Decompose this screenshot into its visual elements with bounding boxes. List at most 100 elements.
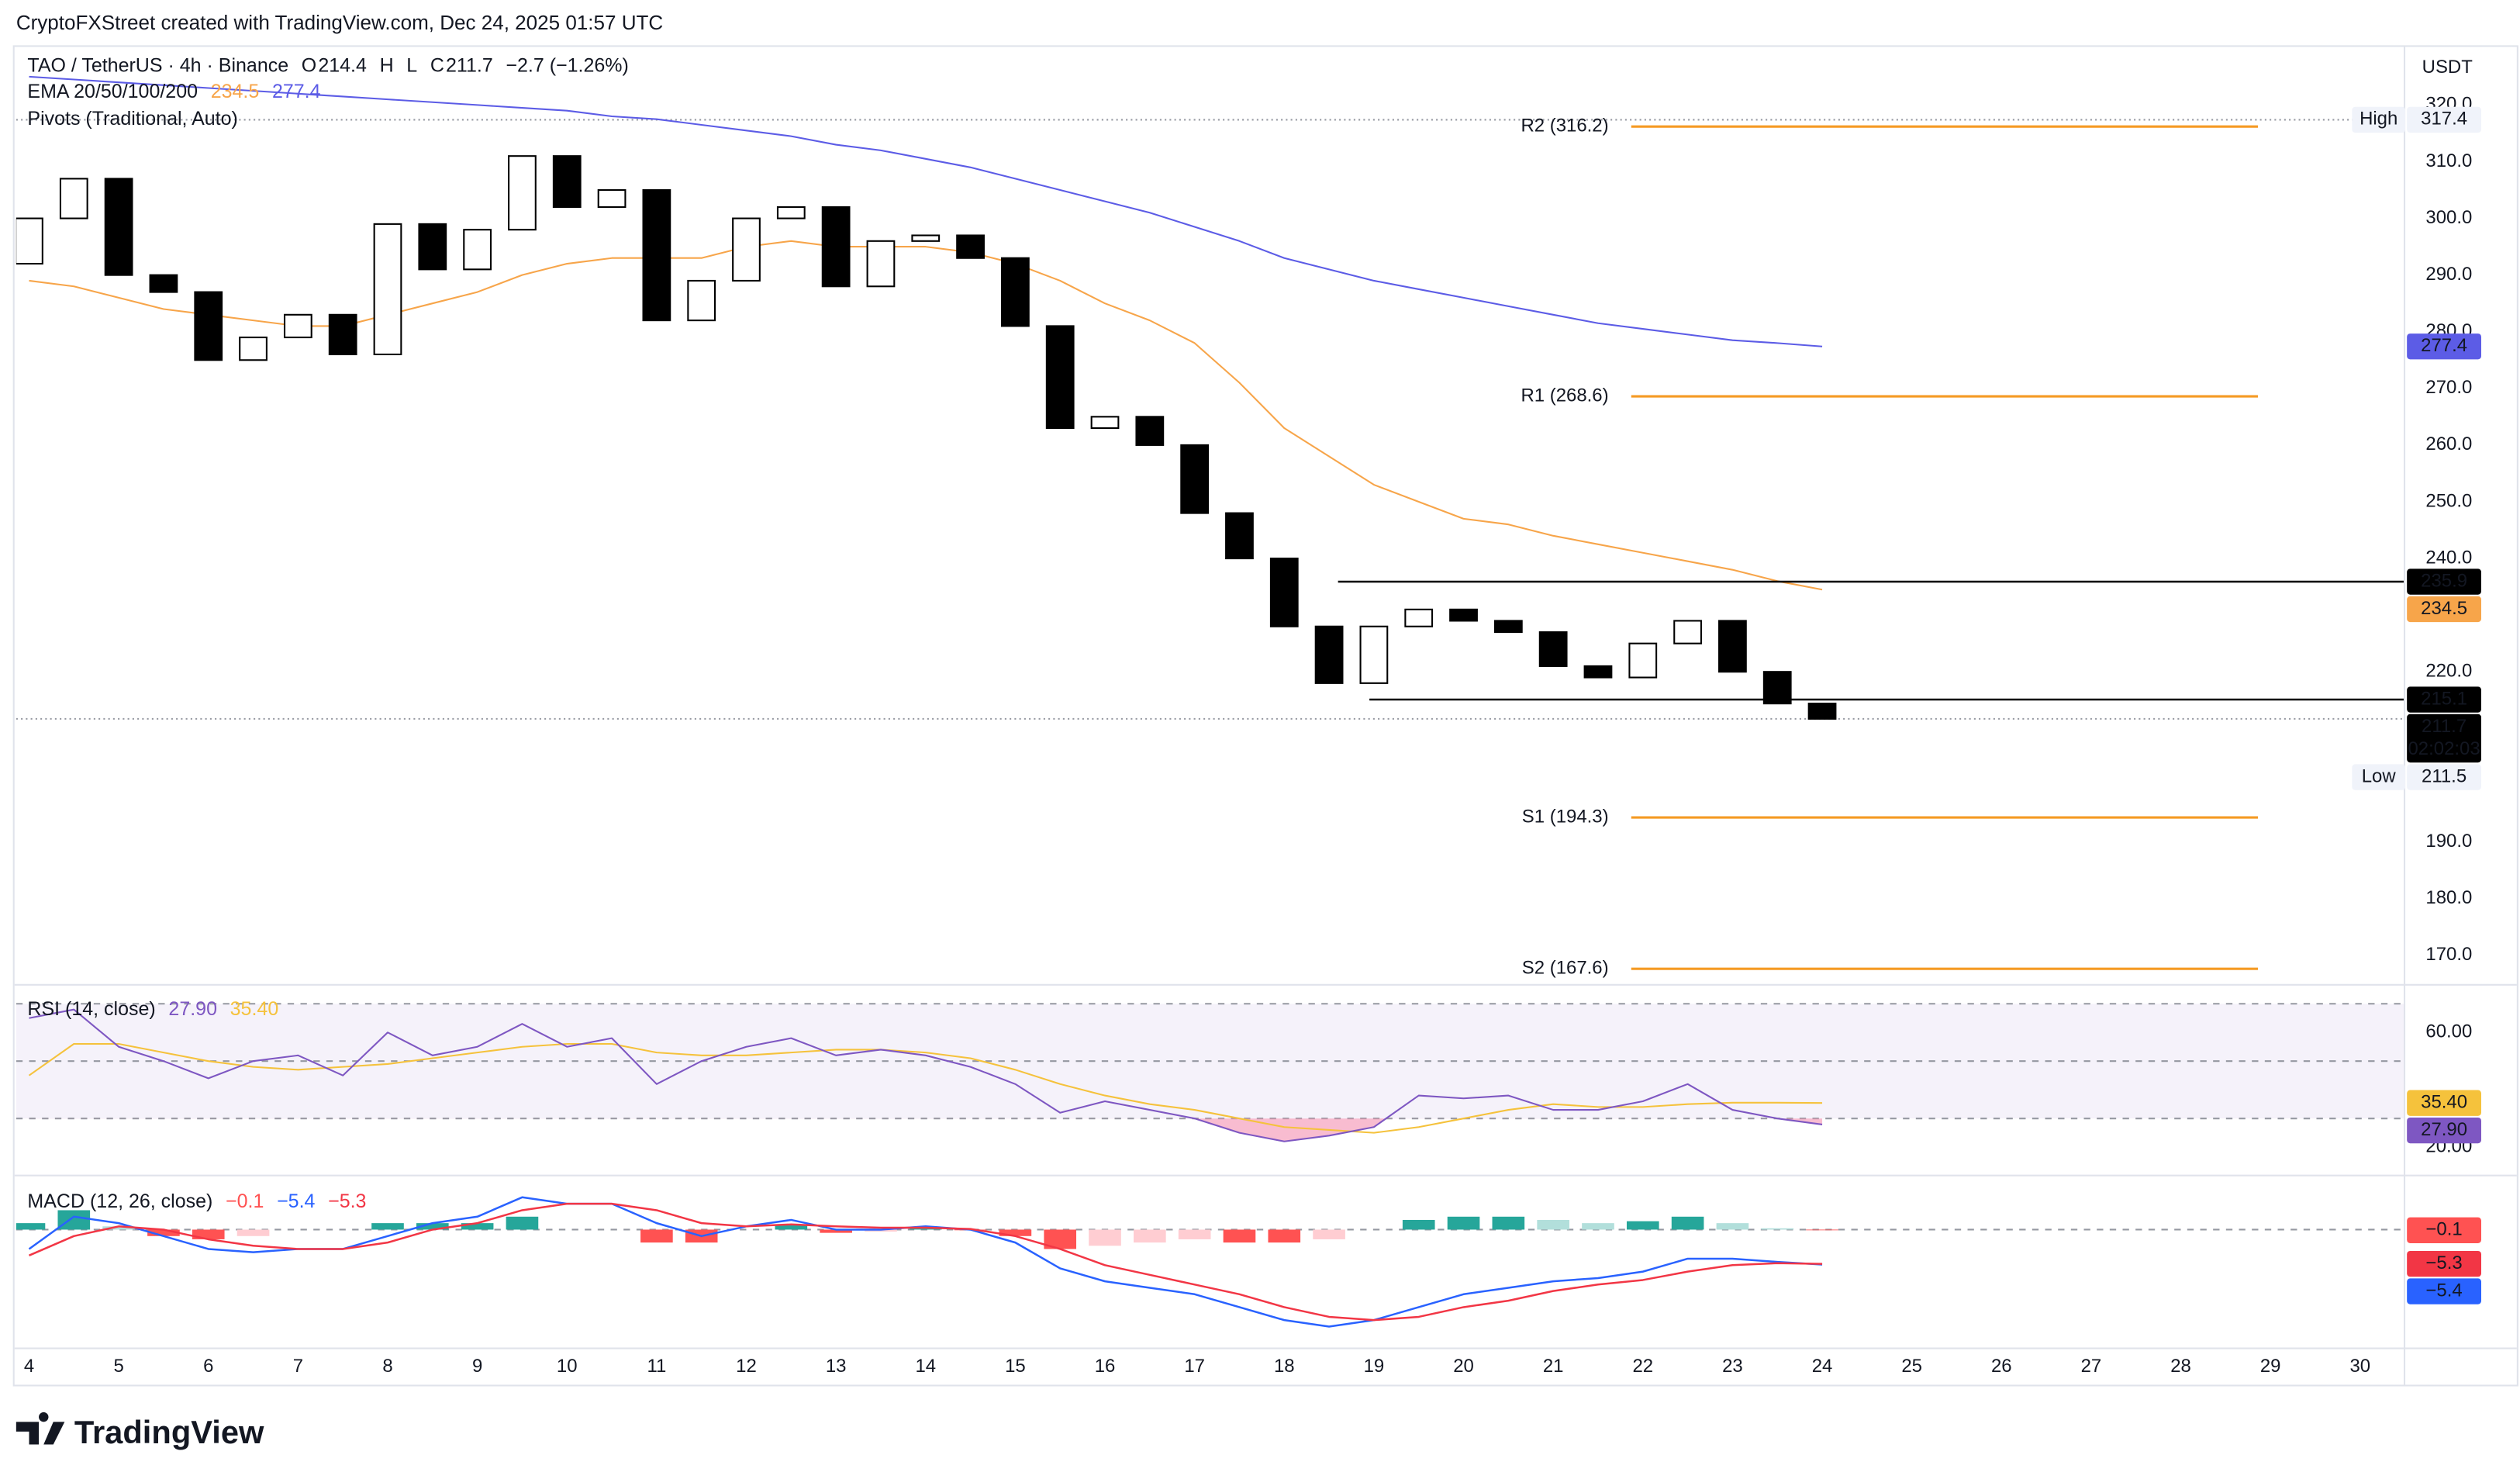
candle-body — [911, 234, 941, 242]
price-tag — [2407, 1117, 2481, 1144]
pivot-label: R2 (316.2) — [1521, 116, 1608, 136]
y-tick-label: 260.0 — [2425, 434, 2472, 454]
x-tick-label: 7 — [293, 1356, 303, 1377]
oversold-fill — [1194, 1118, 1823, 1142]
indicator-value: −5.4 — [277, 1190, 315, 1212]
candle-body — [1269, 558, 1299, 627]
candle-body — [1628, 642, 1658, 679]
price-tag-side — [2352, 764, 2406, 790]
price-tag-side — [2352, 106, 2406, 133]
macd-histogram-bar — [775, 1225, 808, 1230]
price-tag-label: −0.1 — [2425, 1219, 2462, 1240]
x-tick-label: 9 — [472, 1356, 482, 1377]
macd-line — [28, 1202, 1823, 1322]
candle-body — [463, 229, 492, 271]
candle-body — [1718, 620, 1747, 673]
legend: TAO / TetherUS · 4h · Binance O 214.4 H L C 21… — [27, 54, 628, 76]
macd-histogram-bar — [820, 1229, 852, 1233]
macd-histogram-bar — [371, 1223, 404, 1230]
indicator-value: 35.40 — [230, 998, 279, 1020]
ohlc-letter: O — [302, 54, 316, 76]
macd-histogram-bar — [1806, 1229, 1838, 1231]
price-tag — [2407, 1090, 2481, 1116]
candle-body — [1001, 257, 1030, 327]
indicator-value: −0.1 — [226, 1190, 264, 1212]
macd-histogram-bar — [416, 1223, 449, 1230]
pivot-label: S1 (194.3) — [1522, 806, 1609, 827]
pivot-label: S2 (167.6) — [1522, 957, 1609, 978]
candle-body — [16, 217, 43, 265]
indicator-value: 234.5 — [211, 80, 260, 102]
oversold-group — [1194, 1118, 1823, 1142]
candle-body — [194, 291, 223, 361]
x-tick-label: 12 — [736, 1356, 757, 1377]
macd-histogram-bar — [1402, 1219, 1435, 1230]
rsi-line — [28, 1042, 1823, 1134]
price-tag-label: 215.1 — [2421, 688, 2467, 709]
macd-histogram-bar — [57, 1210, 91, 1230]
macd-histogram-bar — [147, 1229, 180, 1236]
candle-body — [1583, 665, 1613, 679]
price-tag-label: 27.90 — [2421, 1119, 2467, 1140]
macd-histogram-bar — [1178, 1229, 1211, 1239]
y-tick-label: 310.0 — [2425, 150, 2472, 171]
price-tag — [2407, 333, 2481, 360]
rsi-line — [29, 1008, 1823, 1142]
price-tag — [2407, 596, 2481, 623]
candle-body — [866, 240, 896, 288]
candle-body — [104, 178, 133, 276]
candle-body — [149, 274, 178, 293]
macd-histogram-bar — [1761, 1228, 1794, 1230]
macd-histogram-bar — [1716, 1223, 1749, 1230]
ohlc-letter: L — [406, 54, 417, 76]
macd-histogram-bar — [506, 1216, 539, 1230]
price-tag-label: 317.4 — [2421, 109, 2467, 130]
price-tag-side-label: High — [2359, 109, 2397, 130]
pivot-label: R1 (268.6) — [1521, 385, 1608, 406]
y-tick-label: 270.0 — [2425, 377, 2472, 398]
x-tick-label: 10 — [557, 1356, 578, 1377]
x-tick-label: 14 — [915, 1356, 936, 1377]
price-tag-label: 235.9 — [2421, 570, 2467, 591]
indicator-value: 27.90 — [168, 998, 217, 1020]
price-tag — [2407, 1217, 2481, 1243]
macd-histogram-bar — [1582, 1223, 1614, 1230]
legend: MACD (12, 26, close) −0.1 −5.4 −5.3 — [27, 1190, 366, 1212]
candle-body — [1225, 512, 1254, 560]
price-tag-label: 35.40 — [2421, 1092, 2467, 1113]
candle-body — [1180, 444, 1210, 514]
candle-body — [956, 234, 985, 259]
candle-body — [1135, 416, 1165, 446]
ema-line — [29, 75, 1823, 347]
price-tag — [2407, 106, 2481, 133]
y-tick-label: 170.0 — [2425, 944, 2472, 965]
price-tag-label: 277.4 — [2421, 335, 2467, 356]
candle-body — [776, 206, 806, 219]
x-tick-label: 22 — [1632, 1356, 1653, 1377]
candle-body — [1314, 625, 1344, 684]
y-tick-label: 250.0 — [2425, 490, 2472, 511]
y-tick-label: 220.0 — [2425, 661, 2472, 682]
candle-body — [732, 217, 761, 282]
macd-histogram-bar — [1626, 1221, 1659, 1230]
pane — [16, 1196, 2404, 1328]
y-tick-label: 60.00 — [2425, 1021, 2472, 1042]
x-tick-label: 16 — [1095, 1356, 1116, 1377]
price-tag — [2407, 714, 2481, 763]
candle-body — [1673, 620, 1702, 644]
legend: RSI (14, close) 27.90 35.40 — [27, 998, 278, 1020]
macd-histogram-bar — [461, 1223, 494, 1230]
candle-body — [1404, 608, 1434, 627]
macd-histogram-bar — [640, 1229, 673, 1243]
indicator-title: RSI (14, close) — [27, 998, 155, 1020]
ema-line — [29, 240, 1823, 591]
candle-body — [1493, 620, 1523, 634]
logo: TradingView — [16, 1412, 264, 1450]
legend: Pivots (Traditional, Auto) — [27, 108, 237, 130]
symbol: TAO / TetherUS · 4h · Binance — [27, 54, 288, 76]
macd-histogram-bar — [1223, 1229, 1256, 1243]
macd-histogram-bar — [1134, 1229, 1166, 1243]
